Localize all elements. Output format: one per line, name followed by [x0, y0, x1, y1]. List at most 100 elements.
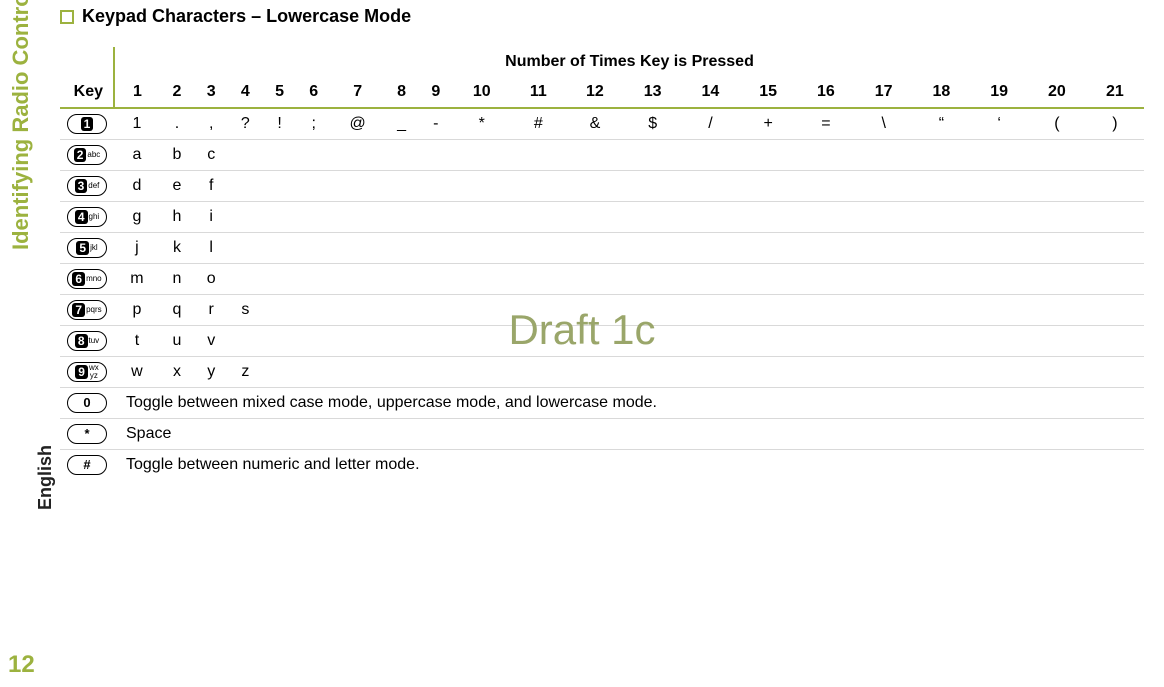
keypad-key-icon: 6mno — [67, 269, 107, 289]
char-cell — [855, 140, 913, 171]
char-cell — [385, 171, 419, 202]
char-cell — [511, 140, 566, 171]
keypad-key-icon: 3def — [67, 176, 107, 196]
press-count-col: 19 — [970, 77, 1028, 108]
char-cell — [913, 264, 971, 295]
char-cell — [419, 140, 453, 171]
char-cell — [739, 140, 797, 171]
char-cell — [739, 295, 797, 326]
press-count-col: 14 — [682, 77, 740, 108]
char-cell — [228, 202, 262, 233]
char-cell: ) — [1086, 108, 1144, 140]
char-cell — [453, 295, 511, 326]
keypad-key-icon: * — [67, 424, 107, 444]
char-cell — [797, 295, 855, 326]
key-sub-label: tuv — [89, 337, 100, 345]
key-sub-label: abc — [87, 151, 100, 159]
char-cell: u — [160, 326, 194, 357]
side-label-main: Identifying Radio Controls — [8, 0, 33, 250]
char-cell — [855, 326, 913, 357]
char-cell — [419, 233, 453, 264]
press-count-col: 13 — [624, 77, 682, 108]
key-cell: # — [60, 450, 114, 481]
press-count-col: 9 — [419, 77, 453, 108]
press-count-col: 3 — [194, 77, 228, 108]
char-cell — [1028, 264, 1086, 295]
key-cell: 8tuv — [60, 326, 114, 357]
keypad-key-icon: 8tuv — [67, 331, 107, 351]
char-cell — [682, 264, 740, 295]
key-sub-label: wx yz — [89, 364, 99, 380]
char-cell — [1086, 357, 1144, 388]
char-cell — [913, 326, 971, 357]
keypad-key-icon: 5jkl — [67, 238, 107, 258]
key-main-label: 5 — [76, 241, 89, 255]
col-head-row: Key 123456789101112131415161718192021 — [60, 77, 1144, 108]
press-count-col: 5 — [262, 77, 296, 108]
content-area: Keypad Characters – Lowercase Mode Numbe… — [60, 6, 1144, 480]
char-cell: b — [160, 140, 194, 171]
char-cell — [511, 357, 566, 388]
char-cell — [262, 295, 296, 326]
char-cell — [511, 264, 566, 295]
empty-head — [60, 47, 114, 77]
char-cell — [797, 357, 855, 388]
table-row: 5jkljkl — [60, 233, 1144, 264]
char-cell — [297, 264, 331, 295]
char-cell: ; — [297, 108, 331, 140]
key-sub-label: def — [88, 182, 99, 190]
char-cell: x — [160, 357, 194, 388]
key-main-label: 0 — [80, 396, 93, 410]
char-cell — [797, 326, 855, 357]
key-main-label: * — [81, 427, 92, 441]
char-cell — [970, 357, 1028, 388]
char-cell — [331, 140, 385, 171]
char-cell — [297, 326, 331, 357]
char-cell: . — [160, 108, 194, 140]
char-cell: & — [566, 108, 624, 140]
char-cell — [385, 295, 419, 326]
press-count-col: 12 — [566, 77, 624, 108]
char-cell — [331, 202, 385, 233]
char-cell — [297, 202, 331, 233]
char-cell: a — [114, 140, 160, 171]
char-cell — [970, 202, 1028, 233]
char-cell — [331, 326, 385, 357]
char-cell — [970, 295, 1028, 326]
char-cell — [1028, 140, 1086, 171]
char-cell — [797, 202, 855, 233]
press-count-col: 20 — [1028, 77, 1086, 108]
char-cell: _ — [385, 108, 419, 140]
char-cell — [297, 233, 331, 264]
char-cell: - — [419, 108, 453, 140]
table-row: 11.,?!;@_-*#&$/+=\“‘() — [60, 108, 1144, 140]
key-main-label: 2 — [74, 148, 87, 162]
char-cell: n — [160, 264, 194, 295]
char-cell — [1028, 357, 1086, 388]
press-count-col: 21 — [1086, 77, 1144, 108]
key-main-label: 8 — [75, 334, 88, 348]
char-cell: i — [194, 202, 228, 233]
key-main-label: 1 — [81, 117, 94, 131]
char-cell — [331, 357, 385, 388]
char-cell — [453, 233, 511, 264]
char-cell — [262, 357, 296, 388]
row-span-text: Space — [114, 419, 1144, 450]
press-count-col: 16 — [797, 77, 855, 108]
char-cell — [739, 264, 797, 295]
char-cell — [511, 171, 566, 202]
char-cell: c — [194, 140, 228, 171]
char-cell — [511, 295, 566, 326]
char-cell: / — [682, 108, 740, 140]
char-cell — [682, 202, 740, 233]
char-cell — [566, 233, 624, 264]
char-cell — [385, 326, 419, 357]
char-cell — [624, 171, 682, 202]
char-cell — [228, 171, 262, 202]
char-cell: p — [114, 295, 160, 326]
char-cell — [1086, 295, 1144, 326]
table-row: 2abcabc — [60, 140, 1144, 171]
press-count-col: 17 — [855, 77, 913, 108]
key-cell: 2abc — [60, 140, 114, 171]
press-count-col: 6 — [297, 77, 331, 108]
